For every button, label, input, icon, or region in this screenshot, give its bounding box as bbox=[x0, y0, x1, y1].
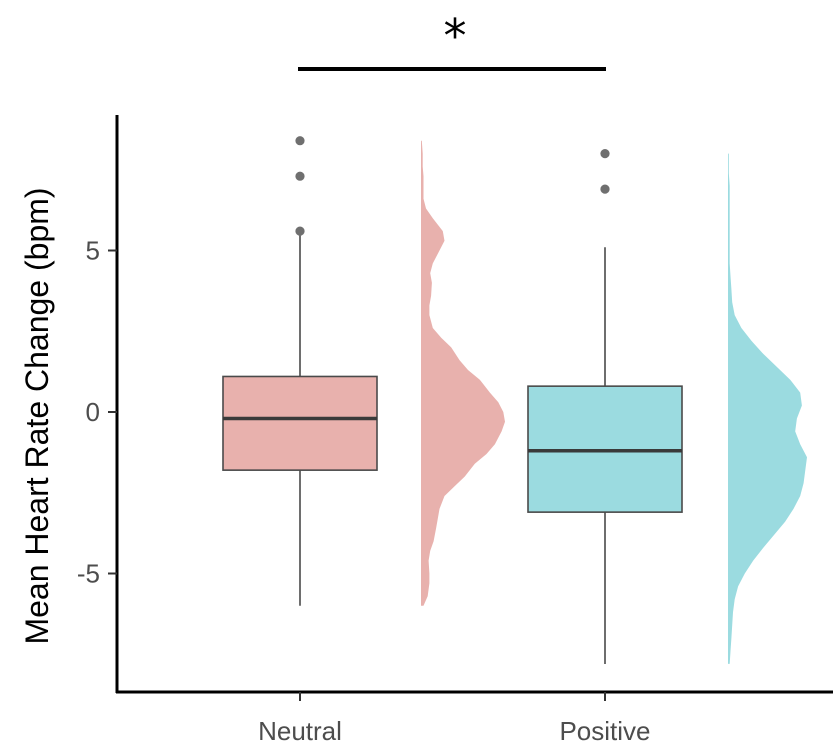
outlier-point-neutral bbox=[295, 136, 305, 146]
plot-area bbox=[222, 136, 807, 664]
x-axis-ticks: Neutral Positive bbox=[258, 692, 651, 746]
y-axis-ticks: -5 0 5 bbox=[77, 236, 117, 589]
outlier-point-positive bbox=[600, 149, 610, 159]
significance-label: * bbox=[444, 9, 467, 63]
y-axis-title: Mean Heart Rate Change (bpm) bbox=[19, 187, 55, 644]
x-tick-label: Neutral bbox=[258, 716, 342, 746]
y-tick-label: 5 bbox=[86, 236, 100, 266]
outlier-point-neutral bbox=[295, 171, 305, 181]
outlier-point-neutral bbox=[295, 226, 305, 236]
significance-annotation: * bbox=[298, 9, 606, 71]
y-tick-label: 0 bbox=[86, 397, 100, 427]
density-neutral bbox=[421, 140, 505, 606]
x-tick-label: Positive bbox=[559, 716, 650, 746]
density-positive bbox=[728, 153, 807, 664]
box-neutral bbox=[222, 375, 378, 471]
outlier-point-positive bbox=[600, 184, 610, 194]
y-tick-label: -5 bbox=[77, 559, 100, 589]
